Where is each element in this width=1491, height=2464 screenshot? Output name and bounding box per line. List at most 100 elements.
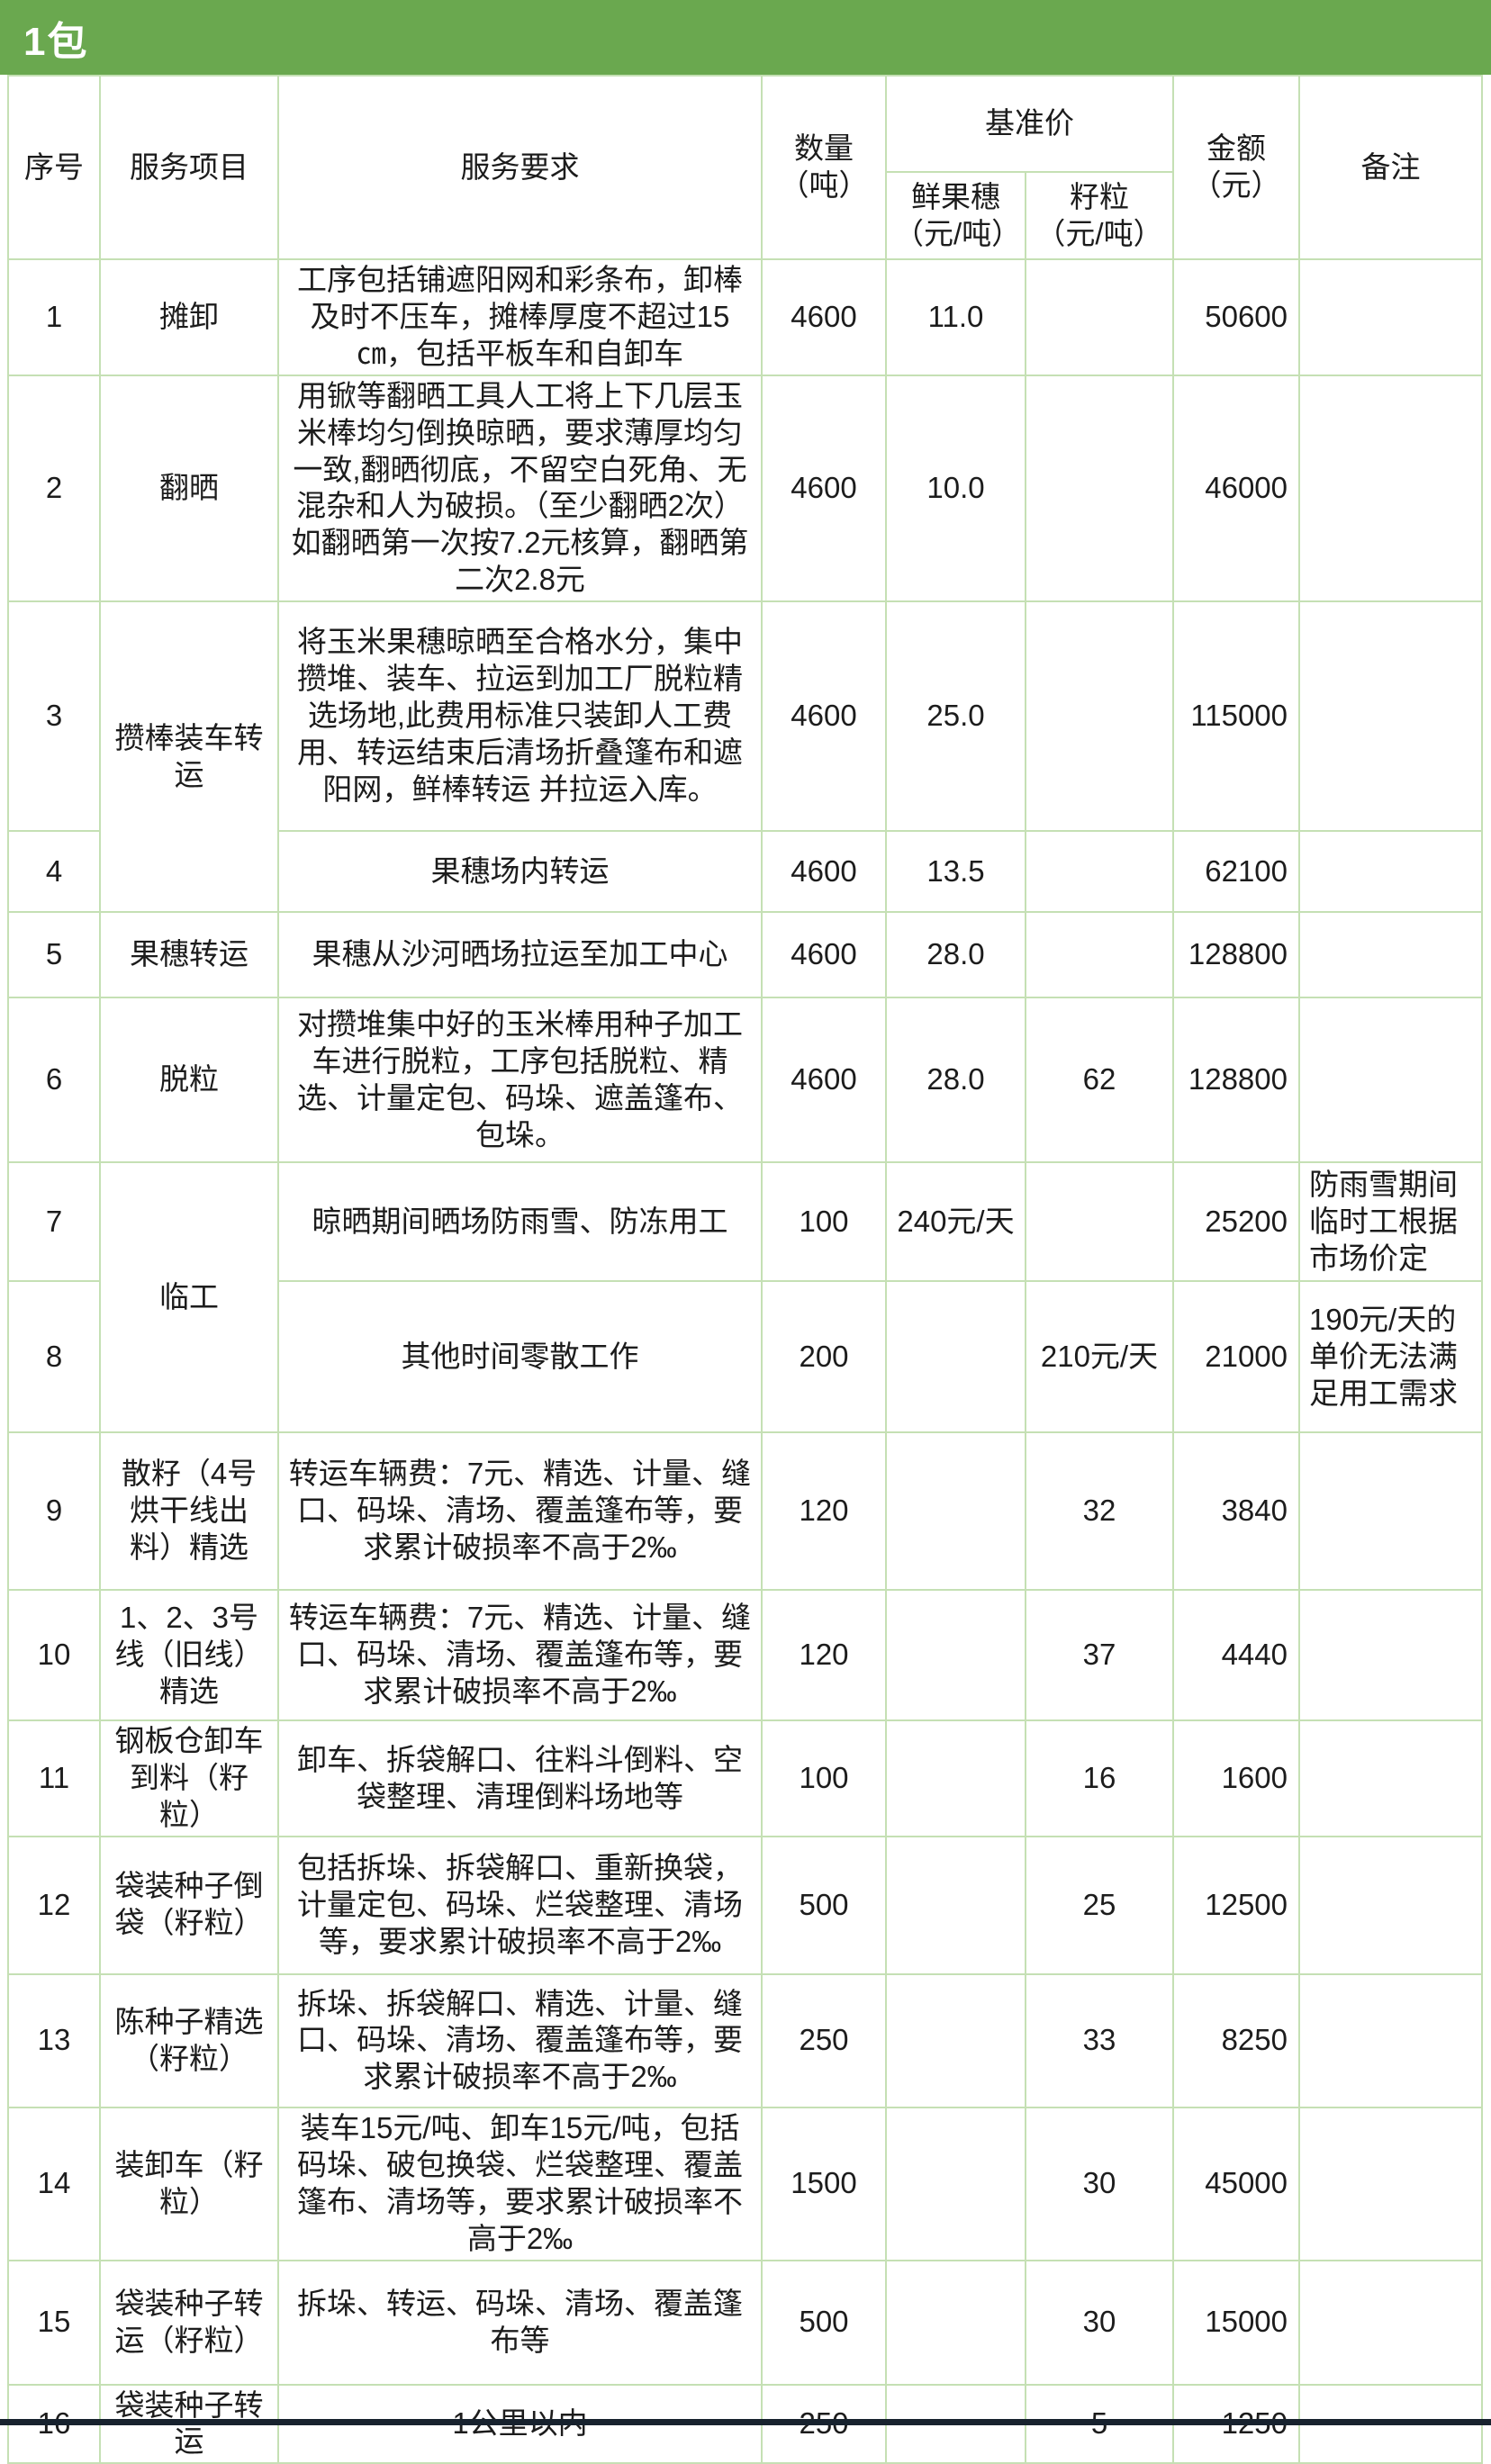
row-no: 5 — [7, 911, 101, 999]
qty-cell: 4600 — [761, 258, 887, 376]
amount-cell: 25200 — [1172, 1161, 1300, 1283]
fresh-price-cell — [885, 1835, 1026, 1975]
col-header-project: 服务项目 — [99, 75, 279, 260]
kernel-price-cell — [1025, 911, 1174, 999]
requirement-cell: 对攒堆集中好的玉米棒用种子加工车进行脱粒，工序包括脱粒、精选、计量定包、码垛、遮… — [277, 997, 763, 1164]
amount-cell: 4440 — [1172, 1589, 1300, 1722]
row-no: 15 — [7, 2259, 101, 2386]
table-row: 2 翻晒 用锨等翻晒工具人工将上下几层玉米棒均匀倒换晾晒，要求薄厚均匀一致,翻晒… — [7, 374, 1483, 603]
fresh-price-cell: 240元/天 — [885, 1161, 1026, 1283]
remark-cell — [1298, 1972, 1483, 2108]
qty-cell: 4600 — [761, 600, 887, 833]
table-row: 3 攒棒装车转运 将玉米果穗晾晒至合格水分，集中攒堆、装车、拉运到加工厂脱粒精选… — [7, 600, 1483, 914]
qty-cell: 4600 — [761, 911, 887, 999]
requirement-cell: 用锨等翻晒工具人工将上下几层玉米棒均匀倒换晾晒，要求薄厚均匀一致,翻晒彻底，不留… — [277, 374, 763, 603]
row-no: 14 — [7, 2106, 101, 2261]
row-no: 3 — [7, 600, 101, 833]
requirement-cell: 拆垛、拆袋解口、精选、计量、缝口、码垛、清场、覆盖篷布等，要求累计破损率不高于2… — [277, 1972, 763, 2108]
col-header-qty: 数量 （吨） — [761, 75, 887, 260]
requirement-cell: 转运车辆费：7元、精选、计量、缝口、码垛、清场、覆盖篷布等，要求累计破损率不高于… — [277, 1589, 763, 1722]
requirement-cell: 将玉米果穗晾晒至合格水分，集中攒堆、装车、拉运到加工厂脱粒精选场地,此费用标准只… — [277, 600, 763, 833]
row-no: 2 — [7, 374, 101, 603]
amount-cell: 15000 — [1172, 2259, 1300, 2386]
requirement-cell: 卸车、拆袋解口、往料斗倒料、空袋整理、清理倒料场地等 — [277, 1719, 763, 1837]
requirement-cell: 转运车辆费：7元、精选、计量、缝口、码垛、清场、覆盖篷布等，要求累计破损率不高于… — [277, 1431, 763, 1592]
row-no: 10 — [7, 1589, 101, 1722]
amount-cell: 8250 — [1172, 1972, 1300, 2108]
remark-cell — [1298, 1835, 1483, 1975]
table-row: 10 1、2、3号线（旧线）精选 转运车辆费：7元、精选、计量、缝口、码垛、清场… — [7, 1589, 1483, 1722]
remark-cell — [1298, 600, 1483, 833]
table-row: 14 装卸车（籽粒） 装车15元/吨、卸车15元/吨，包括码垛、破包换袋、烂袋整… — [7, 2106, 1483, 2261]
kernel-price-cell — [1025, 258, 1174, 376]
remark-cell — [1298, 2259, 1483, 2386]
amount-cell: 128800 — [1172, 911, 1300, 999]
col-header-kernel: 籽粒 （元/吨） — [1025, 171, 1174, 260]
table-row: 11 钢板仓卸车到料（籽粒） 卸车、拆袋解口、往料斗倒料、空袋整理、清理倒料场地… — [7, 1719, 1483, 1837]
qty-cell: 500 — [761, 2259, 887, 2386]
qty-cell: 100 — [761, 1719, 887, 1837]
fresh-price-cell — [885, 1431, 1026, 1592]
amount-cell: 128800 — [1172, 997, 1300, 1164]
fresh-price-cell: 11.0 — [885, 258, 1026, 376]
table-row: 13 陈种子精选（籽粒） 拆垛、拆袋解口、精选、计量、缝口、码垛、清场、覆盖篷布… — [7, 1972, 1483, 2108]
fresh-price-cell — [885, 2259, 1026, 2386]
project-cell: 散籽（4号烘干线出料）精选 — [99, 1431, 279, 1592]
fresh-price-cell: 13.5 — [885, 830, 1026, 914]
kernel-price-cell: 37 — [1025, 1589, 1174, 1722]
row-no: 1 — [7, 258, 101, 376]
service-price-table: 序号 服务项目 服务要求 数量 （吨） 基准价 金额 （元） 备注 鲜果穗 （元… — [7, 75, 1483, 2464]
col-header-fresh-ear: 鲜果穗 （元/吨） — [885, 171, 1026, 260]
table-row: 6 脱粒 对攒堆集中好的玉米棒用种子加工车进行脱粒，工序包括脱粒、精选、计量定包… — [7, 997, 1483, 1164]
amount-cell: 45000 — [1172, 2106, 1300, 2261]
row-no: 8 — [7, 1280, 101, 1434]
fresh-price-cell — [885, 1972, 1026, 2108]
table-row: 4 果穗场内转运 4600 13.5 62100 — [7, 830, 1483, 914]
project-cell: 摊卸 — [99, 258, 279, 376]
project-cell: 翻晒 — [99, 374, 279, 603]
col-header-requirement: 服务要求 — [277, 75, 763, 260]
fresh-price-cell — [885, 1719, 1026, 1837]
fresh-price-cell: 25.0 — [885, 600, 1026, 833]
project-cell: 装卸车（籽粒） — [99, 2106, 279, 2261]
remark-cell — [1298, 830, 1483, 914]
kernel-price-cell — [1025, 830, 1174, 914]
amount-cell: 62100 — [1172, 830, 1300, 914]
requirement-cell: 其他时间零散工作 — [277, 1280, 763, 1434]
remark-cell — [1298, 911, 1483, 999]
remark-cell: 190元/天的单价无法满足用工需求 — [1298, 1280, 1483, 1434]
amount-cell: 3840 — [1172, 1431, 1300, 1592]
row-no: 4 — [7, 830, 101, 914]
row-no: 12 — [7, 1835, 101, 1975]
amount-cell: 115000 — [1172, 600, 1300, 833]
qty-cell: 120 — [761, 1589, 887, 1722]
qty-cell: 500 — [761, 1835, 887, 1975]
table-row: 5 果穗转运 果穗从沙河晒场拉运至加工中心 4600 28.0 128800 — [7, 911, 1483, 999]
fresh-price-cell: 10.0 — [885, 374, 1026, 603]
section-title: 1包 — [23, 19, 89, 64]
kernel-price-cell: 62 — [1025, 997, 1174, 1164]
remark-cell — [1298, 997, 1483, 1164]
remark-cell — [1298, 1431, 1483, 1592]
amount-cell: 1600 — [1172, 1719, 1300, 1837]
remark-cell: 防雨雪期间临时工根据市场价定 — [1298, 1161, 1483, 1283]
table-row: 8 其他时间零散工作 200 210元/天 21000 190元/天的单价无法满… — [7, 1280, 1483, 1434]
project-cell: 果穗转运 — [99, 911, 279, 999]
table-row: 7 临工 晾晒期间晒场防雨雪、防冻用工 100 240元/天 25200 防雨雪… — [7, 1161, 1483, 1434]
kernel-price-cell — [1025, 374, 1174, 603]
qty-cell: 4600 — [761, 830, 887, 914]
project-cell: 脱粒 — [99, 997, 279, 1164]
table-row: 9 散籽（4号烘干线出料）精选 转运车辆费：7元、精选、计量、缝口、码垛、清场、… — [7, 1431, 1483, 1592]
qty-cell: 4600 — [761, 997, 887, 1164]
table-row: 12 袋装种子倒袋（籽粒） 包括拆垛、拆袋解口、重新换袋，计量定包、码垛、烂袋整… — [7, 1835, 1483, 1975]
kernel-price-cell: 30 — [1025, 2259, 1174, 2386]
row-no: 13 — [7, 1972, 101, 2108]
col-header-base-price: 基准价 — [885, 75, 1174, 173]
requirement-cell: 包括拆垛、拆袋解口、重新换袋，计量定包、码垛、烂袋整理、清场等，要求累计破损率不… — [277, 1835, 763, 1975]
project-cell: 钢板仓卸车到料（籽粒） — [99, 1719, 279, 1837]
row-no: 6 — [7, 997, 101, 1164]
requirement-cell: 装车15元/吨、卸车15元/吨，包括码垛、破包换袋、烂袋整理、覆盖篷布、清场等，… — [277, 2106, 763, 2261]
row-no: 11 — [7, 1719, 101, 1837]
qty-cell: 1500 — [761, 2106, 887, 2261]
remark-cell — [1298, 2106, 1483, 2261]
